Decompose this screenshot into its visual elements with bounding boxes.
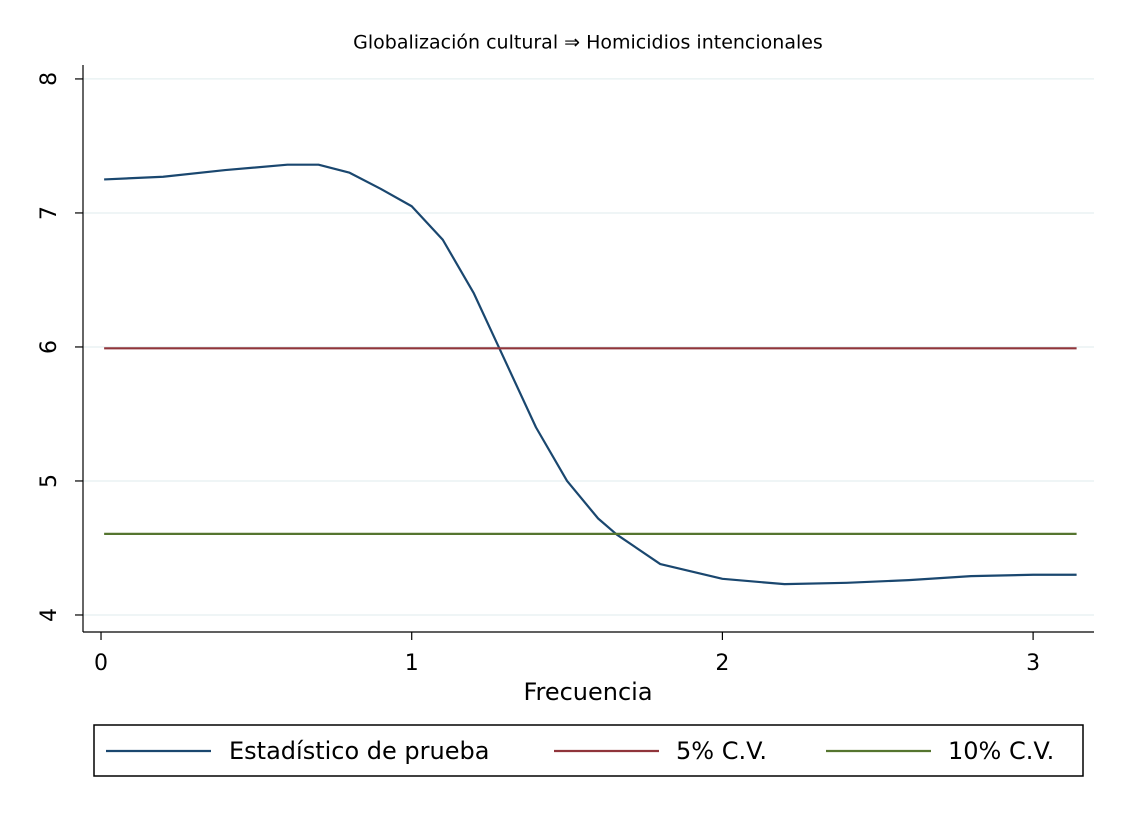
x-tick-label: 2 xyxy=(715,651,729,676)
y-tick-label: 7 xyxy=(37,206,62,220)
x-tick-label: 3 xyxy=(1026,651,1040,676)
y-tick-label: 5 xyxy=(37,474,62,488)
legend-label: 10% C.V. xyxy=(948,737,1054,765)
chart-title: Globalización cultural ⇒ Homicidios inte… xyxy=(353,32,823,54)
legend-box xyxy=(93,724,1084,777)
x-tick-label: 1 xyxy=(405,651,419,676)
line xyxy=(104,163,1077,586)
y-tick-label: 8 xyxy=(37,72,62,86)
y-tick-label: 4 xyxy=(37,608,62,622)
x-axis-label: Frecuencia xyxy=(523,678,652,706)
x-tick-label: 0 xyxy=(94,651,108,676)
legend-label: 5% C.V. xyxy=(676,737,767,765)
y-tick-label: 6 xyxy=(37,340,62,354)
legend-label: Estadístico de prueba xyxy=(229,737,489,765)
